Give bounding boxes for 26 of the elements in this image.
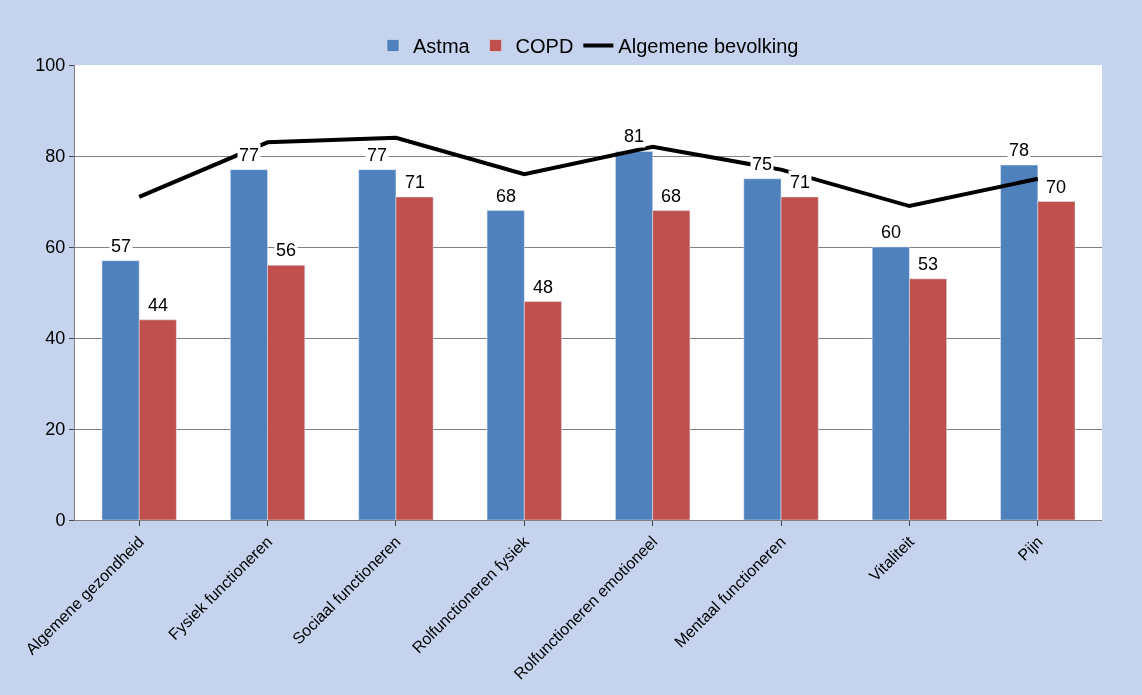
legend-label: Algemene bevolking (618, 35, 799, 58)
legend-label: COPD (515, 35, 574, 58)
y-tick-label: 60 (45, 237, 66, 258)
legend-label: Astma (413, 35, 471, 58)
data-label: 77 (239, 145, 260, 165)
data-label: 75 (752, 154, 773, 174)
y-tick-label: 20 (45, 419, 66, 440)
data-label: 60 (881, 222, 902, 242)
data-label: 81 (624, 126, 645, 146)
data-label: 71 (790, 172, 811, 192)
data-label: 70 (1046, 177, 1067, 197)
data-label: 68 (661, 186, 682, 206)
data-label: 57 (111, 236, 132, 256)
data-label: 48 (533, 277, 554, 297)
data-label: 56 (276, 240, 297, 260)
data-label: 53 (918, 254, 939, 274)
x-tick-label: Pijn (1014, 532, 1046, 564)
data-label: 44 (148, 295, 169, 315)
data-label: 68 (496, 186, 517, 206)
data-label: 78 (1009, 140, 1030, 160)
y-tick-label: 40 (45, 328, 66, 349)
y-tick-label: 80 (45, 146, 66, 167)
y-tick-label: 100 (35, 55, 66, 76)
data-label: 71 (405, 172, 426, 192)
y-tick-label: 0 (55, 510, 66, 531)
data-label: 77 (367, 145, 388, 165)
